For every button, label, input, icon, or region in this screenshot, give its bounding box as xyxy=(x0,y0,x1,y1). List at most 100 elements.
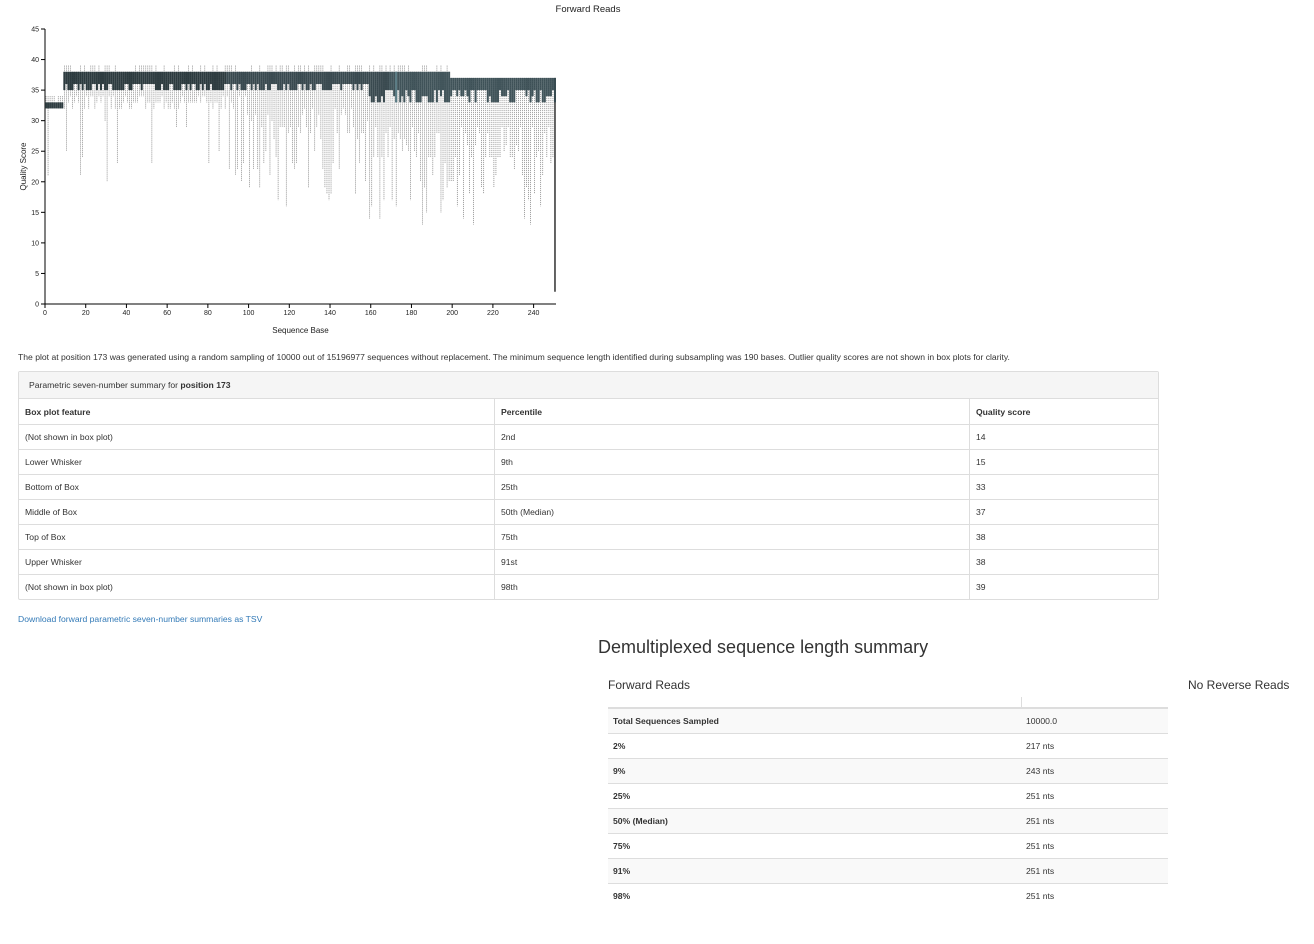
table-row: Middle of Box 50th (Median) 37 xyxy=(19,499,1158,525)
box xyxy=(387,71,390,91)
box xyxy=(93,71,96,84)
box xyxy=(448,71,451,103)
box xyxy=(61,102,64,109)
box xyxy=(511,77,514,103)
box xyxy=(136,71,139,84)
box xyxy=(242,71,245,91)
table-cell: 2nd xyxy=(494,424,970,450)
box xyxy=(325,71,328,91)
box xyxy=(97,71,100,84)
box xyxy=(389,71,392,91)
box xyxy=(279,71,282,91)
box xyxy=(423,71,426,97)
box xyxy=(252,71,255,84)
box xyxy=(466,77,469,97)
box xyxy=(539,77,542,91)
column-header: Quality score xyxy=(969,399,1158,425)
box xyxy=(403,71,406,103)
box xyxy=(336,71,339,84)
box xyxy=(112,71,115,91)
length-stat-label: 50% (Median) xyxy=(608,808,1021,834)
table-cell: 25th xyxy=(494,474,970,500)
box xyxy=(270,71,274,84)
box xyxy=(91,71,94,84)
x-tick-label: 20 xyxy=(82,310,90,317)
download-tsv-link[interactable]: Download forward parametric seven-number… xyxy=(18,614,263,624)
box xyxy=(301,71,304,91)
box xyxy=(148,71,151,84)
box xyxy=(549,77,552,97)
table-row: 91% 251 nts xyxy=(608,858,1168,884)
box xyxy=(517,77,520,91)
y-tick-label: 35 xyxy=(31,88,39,95)
table-row: 98% 251 nts xyxy=(608,883,1168,908)
box xyxy=(47,102,50,109)
box xyxy=(519,77,522,91)
box xyxy=(77,71,80,91)
box xyxy=(364,71,367,84)
y-tick-label: 40 xyxy=(31,57,39,64)
length-stat-label: Total Sequences Sampled xyxy=(608,707,1021,734)
box xyxy=(197,71,200,91)
quality-box-plot[interactable]: 0 5 10 15 20 25 30 35 40 45 0 20 40 60 80 100 120 140 160 1… xyxy=(0,0,600,345)
box xyxy=(433,71,436,91)
length-stat-value: 251 nts xyxy=(1021,808,1168,834)
box xyxy=(541,77,544,103)
table-row: 50% (Median) 251 nts xyxy=(608,808,1168,834)
box xyxy=(95,71,98,91)
box xyxy=(344,71,347,84)
box xyxy=(486,77,489,103)
box xyxy=(401,71,404,97)
box xyxy=(289,71,292,91)
box xyxy=(85,71,88,91)
x-tick-label: 120 xyxy=(283,310,295,317)
box xyxy=(234,71,237,84)
box xyxy=(494,77,497,103)
box xyxy=(264,71,267,84)
box xyxy=(246,71,249,84)
box xyxy=(81,71,84,91)
box xyxy=(297,71,300,84)
table-cell: Middle of Box xyxy=(19,499,495,525)
box xyxy=(370,71,373,103)
box xyxy=(409,71,412,103)
column-header xyxy=(1020,697,1168,709)
table-cell: 14 xyxy=(969,424,1158,450)
box xyxy=(468,77,471,103)
box xyxy=(405,71,408,91)
box xyxy=(110,71,113,84)
table-row: Bottom of Box 25th 33 xyxy=(19,474,1158,500)
table-cell: 75th xyxy=(494,524,970,550)
table-row: Upper Whisker 91st 38 xyxy=(19,549,1158,575)
box xyxy=(130,71,133,91)
y-axis-label: Quality Score xyxy=(19,142,28,191)
box xyxy=(360,71,363,91)
box xyxy=(232,71,235,84)
box xyxy=(67,71,70,91)
table-row: (Not shown in box plot) 98th 39 xyxy=(19,574,1158,599)
box xyxy=(238,71,241,84)
box xyxy=(266,71,269,91)
box xyxy=(132,71,135,84)
box xyxy=(454,77,457,91)
box xyxy=(273,71,276,84)
box xyxy=(220,71,223,91)
box xyxy=(313,71,316,91)
box xyxy=(275,71,278,84)
forward-reads-heading: Forward Reads xyxy=(608,678,691,692)
box xyxy=(419,71,422,103)
box xyxy=(201,71,204,91)
box xyxy=(211,71,214,91)
plot-note: The plot at position 173 was generated u… xyxy=(18,352,1010,362)
table-cell: Top of Box xyxy=(19,524,495,550)
box xyxy=(213,71,217,91)
box xyxy=(350,71,353,84)
table-cell: 91st xyxy=(494,549,970,575)
length-stat-label: 9% xyxy=(608,758,1021,784)
box xyxy=(55,102,58,109)
box xyxy=(425,71,428,97)
box xyxy=(285,71,288,91)
length-summary-heading: Demultiplexed sequence length summary xyxy=(598,637,929,657)
box xyxy=(230,71,233,91)
box xyxy=(49,102,52,109)
